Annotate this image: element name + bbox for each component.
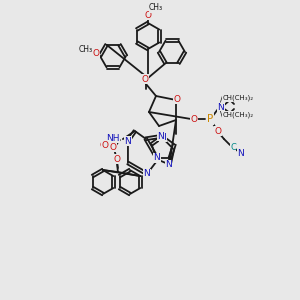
Text: P: P — [207, 114, 213, 124]
Text: N: N — [154, 153, 160, 162]
Text: CH(CH₃)₂: CH(CH₃)₂ — [222, 112, 254, 118]
Text: N: N — [158, 132, 164, 141]
Text: CH₃: CH₃ — [149, 4, 163, 13]
Text: O: O — [113, 154, 120, 164]
Text: CH₃: CH₃ — [79, 44, 93, 53]
Text: O: O — [214, 127, 221, 136]
Text: O: O — [145, 11, 152, 20]
Text: /: / — [220, 94, 224, 103]
Text: N: N — [124, 136, 131, 146]
Text: O: O — [190, 115, 197, 124]
Text: \: \ — [220, 110, 224, 119]
Text: O: O — [173, 94, 181, 103]
Text: O: O — [99, 140, 106, 149]
Text: O: O — [92, 50, 100, 58]
Text: O: O — [101, 140, 108, 149]
Text: N: N — [160, 133, 167, 142]
Text: C: C — [230, 142, 236, 152]
Text: N: N — [218, 103, 224, 112]
Text: O: O — [110, 142, 116, 152]
Text: O: O — [142, 74, 148, 83]
Text: CH(CH₃)₂: CH(CH₃)₂ — [222, 95, 254, 101]
Text: NH: NH — [106, 134, 120, 142]
Text: N: N — [165, 160, 172, 169]
Text: N: N — [144, 169, 150, 178]
Text: N: N — [238, 149, 244, 158]
